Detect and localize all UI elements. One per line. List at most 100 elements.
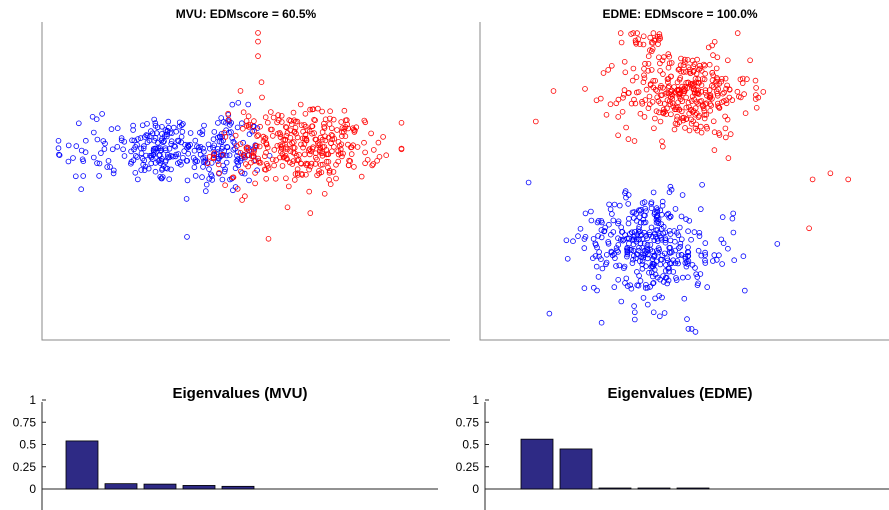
data-point-mvu (261, 166, 268, 173)
data-point-edme (734, 88, 741, 95)
data-point-mvu (218, 139, 225, 145)
data-point-edme (690, 108, 697, 114)
data-point-edme (652, 78, 658, 84)
data-point-edme (657, 60, 663, 67)
data-point-edme (651, 37, 658, 44)
data-point-mvu (228, 129, 234, 135)
data-point-mvu (223, 159, 230, 166)
data-point-edme (684, 316, 690, 322)
data-point-edme (607, 101, 614, 107)
data-point-mvu (307, 210, 314, 216)
data-point-mvu (315, 140, 321, 146)
data-point-mvu (164, 128, 171, 135)
data-point-mvu (303, 171, 309, 178)
data-point-edme (642, 285, 649, 291)
data-point-edme (722, 125, 729, 132)
data-point-mvu (358, 173, 365, 180)
data-point-mvu (254, 133, 260, 139)
data-point-edme (631, 215, 637, 221)
data-point-edme (671, 228, 677, 234)
data-point-edme (689, 57, 696, 64)
data-point-mvu (270, 114, 277, 121)
data-point-edme (652, 234, 659, 240)
data-point-mvu (91, 154, 97, 161)
data-point-edme (695, 101, 701, 107)
data-point-mvu (248, 153, 255, 160)
data-point-mvu (323, 158, 330, 165)
data-point-edme (693, 71, 700, 77)
data-point-mvu (128, 148, 134, 155)
data-point-edme (608, 63, 615, 69)
data-point-edme (737, 94, 744, 101)
data-point-mvu (316, 168, 322, 174)
data-point-mvu (173, 151, 180, 158)
data-point-mvu (252, 143, 259, 149)
data-point-edme (627, 246, 633, 253)
bars-eigen-edme (520, 438, 710, 490)
data-point-mvu (164, 165, 171, 172)
data-point-mvu (369, 162, 376, 169)
data-point-edme (623, 124, 629, 131)
data-point-mvu (211, 129, 218, 135)
data-point-mvu (166, 146, 173, 152)
data-point-mvu (215, 120, 221, 126)
data-point-edme (624, 249, 631, 256)
data-point-edme (619, 109, 626, 115)
data-point-edme (665, 79, 671, 85)
data-point-edme (625, 136, 632, 142)
data-point-edme (686, 110, 692, 117)
data-point-edme (618, 39, 625, 46)
data-point-mvu (327, 108, 333, 114)
data-point-edme (641, 114, 648, 120)
data-point-edme (708, 102, 714, 109)
data-point-mvu (230, 187, 236, 194)
data-point-mvu (251, 158, 257, 164)
data-point-mvu (221, 168, 228, 175)
data-point-mvu (313, 136, 319, 143)
data-point-edme (590, 284, 597, 291)
data-point-mvu (316, 170, 322, 177)
data-point-edme (699, 182, 705, 188)
data-point-edme (719, 90, 726, 97)
data-point-mvu (215, 161, 222, 168)
data-point-mvu (118, 135, 125, 141)
data-point-edme (677, 240, 684, 247)
data-point-edme (643, 86, 650, 93)
data-point-edme (675, 252, 682, 259)
data-point-mvu (216, 138, 223, 145)
data-point-edme (668, 260, 675, 267)
data-point-edme (666, 268, 672, 275)
data-point-edme (643, 263, 649, 270)
data-point-edme (599, 219, 605, 226)
data-point-mvu (325, 151, 332, 158)
data-point-edme (696, 66, 702, 73)
data-point-edme (681, 56, 688, 63)
data-point-mvu (251, 127, 258, 134)
data-point-edme (666, 53, 673, 60)
data-point-edme (710, 52, 716, 58)
data-point-edme (730, 210, 736, 217)
data-point-mvu (326, 121, 333, 127)
data-point-edme (747, 57, 753, 64)
data-point-edme (670, 269, 677, 275)
data-point-mvu (219, 176, 226, 183)
data-point-mvu (245, 163, 251, 170)
data-point-edme (707, 94, 714, 101)
data-point-mvu (56, 151, 62, 158)
data-point-edme (644, 246, 651, 252)
data-point-mvu (154, 124, 161, 131)
data-point-edme (658, 226, 665, 232)
data-point-edme (647, 82, 654, 88)
scatter-plot-edme: EDME: EDMscore = 100.0% (479, 7, 889, 341)
data-point-mvu (346, 157, 352, 164)
data-point-edme (633, 74, 640, 80)
data-point-mvu (303, 137, 310, 144)
data-point-edme (651, 125, 657, 132)
data-point-mvu (201, 149, 207, 155)
data-point-mvu (311, 116, 317, 123)
data-point-mvu (284, 130, 291, 136)
data-point-mvu (362, 149, 368, 156)
data-point-edme (665, 84, 672, 91)
data-point-mvu (278, 113, 285, 119)
